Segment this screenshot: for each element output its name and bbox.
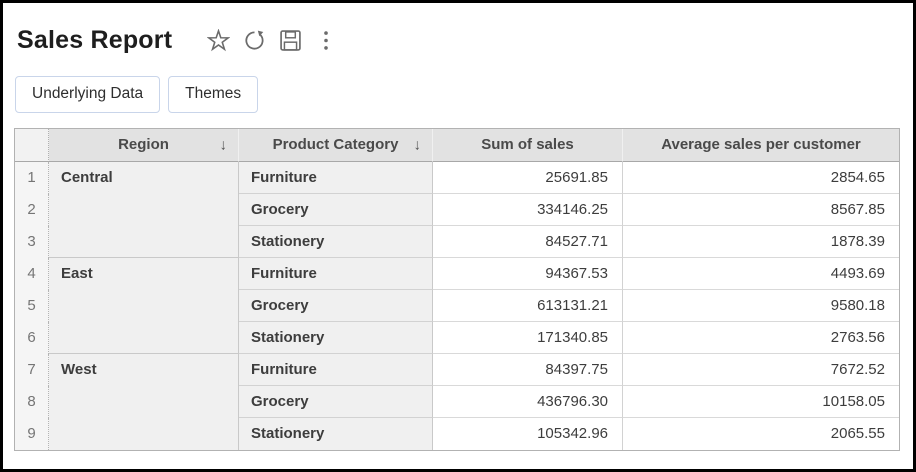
- row-number: 2: [15, 193, 49, 226]
- favorite-star-icon[interactable]: [206, 28, 230, 52]
- category-cell: Grocery: [239, 289, 433, 322]
- average-sales-cell: 10158.05: [623, 385, 899, 418]
- average-sales-cell: 2065.55: [623, 417, 899, 450]
- table-row: 5 Grocery 613131.21 9580.18: [15, 289, 899, 322]
- title-icon-group: [206, 28, 338, 52]
- sales-report-table: Region ↓ Product Category ↓ Sum of sales…: [14, 127, 900, 451]
- column-header-label: Sum of sales: [481, 136, 574, 154]
- average-sales-cell: 8567.85: [623, 193, 899, 226]
- sum-of-sales-cell: 613131.21: [433, 289, 623, 322]
- table-row: 7 West Furniture 84397.75 7672.52: [15, 353, 899, 450]
- average-sales-cell: 9580.18: [623, 289, 899, 322]
- category-cell: Grocery: [239, 385, 433, 418]
- average-sales-cell: 4493.69: [623, 257, 899, 290]
- sort-desc-icon: ↓: [413, 136, 422, 154]
- category-cell: Stationery: [239, 417, 433, 450]
- underlying-data-button[interactable]: Underlying Data: [15, 76, 161, 113]
- sum-of-sales-cell: 171340.85: [433, 321, 623, 354]
- table-row: 9 Stationery 105342.96 2065.55: [15, 417, 899, 450]
- sum-of-sales-cell: 94367.53: [433, 257, 623, 290]
- row-number: 8: [15, 385, 49, 418]
- themes-button[interactable]: Themes: [168, 76, 259, 113]
- row-number: 1: [15, 161, 49, 194]
- row-number: 4: [15, 257, 49, 290]
- toolbar: Underlying Data Themes: [14, 76, 902, 113]
- title-bar: Sales Report: [14, 18, 902, 62]
- table-row: 4 East Furniture 94367.53 4493.69: [15, 257, 899, 354]
- table-row: 6 Stationery 171340.85 2763.56: [15, 321, 899, 354]
- sum-of-sales-cell: 105342.96: [433, 417, 623, 450]
- row-number: 3: [15, 225, 49, 258]
- kebab-menu-icon[interactable]: [314, 28, 338, 52]
- column-header-product-category[interactable]: Product Category ↓: [239, 128, 433, 162]
- sum-of-sales-cell: 334146.25: [433, 193, 623, 226]
- page-title: Sales Report: [17, 25, 173, 54]
- report-table-container: Region ↓ Product Category ↓ Sum of sales…: [14, 127, 902, 451]
- average-sales-cell: 7672.52: [623, 353, 899, 386]
- column-header-label: Region: [118, 136, 169, 154]
- average-sales-cell: 2854.65: [623, 161, 899, 194]
- region-cell: East: [49, 257, 239, 354]
- row-number: 7: [15, 353, 49, 386]
- refresh-icon[interactable]: [242, 28, 266, 52]
- row-number: 9: [15, 417, 49, 450]
- category-cell: Furniture: [239, 353, 433, 386]
- column-header-sum-of-sales[interactable]: Sum of sales: [433, 128, 623, 162]
- table-row: 2 Grocery 334146.25 8567.85: [15, 193, 899, 226]
- category-cell: Furniture: [239, 161, 433, 194]
- row-number: 5: [15, 289, 49, 322]
- category-cell: Grocery: [239, 193, 433, 226]
- region-cell: West: [49, 353, 239, 450]
- row-number-header: [15, 128, 49, 162]
- row-number: 6: [15, 321, 49, 354]
- category-cell: Stationery: [239, 225, 433, 258]
- average-sales-cell: 1878.39: [623, 225, 899, 258]
- save-icon[interactable]: [278, 28, 302, 52]
- column-header-label: Average sales per customer: [661, 136, 861, 154]
- average-sales-cell: 2763.56: [623, 321, 899, 354]
- sum-of-sales-cell: 84397.75: [433, 353, 623, 386]
- region-cell: Central: [49, 161, 239, 258]
- column-header-average-sales[interactable]: Average sales per customer: [623, 128, 899, 162]
- sum-of-sales-cell: 436796.30: [433, 385, 623, 418]
- table-row: 3 Stationery 84527.71 1878.39: [15, 225, 899, 258]
- region-label: West: [61, 360, 97, 378]
- sum-of-sales-cell: 25691.85: [433, 161, 623, 194]
- column-header-label: Product Category: [272, 136, 399, 154]
- region-label: Central: [61, 168, 113, 186]
- sort-desc-icon: ↓: [219, 136, 228, 154]
- column-header-region[interactable]: Region ↓: [49, 128, 239, 162]
- sum-of-sales-cell: 84527.71: [433, 225, 623, 258]
- table-row: 1 Central Furniture 25691.85 2854.65: [15, 161, 899, 258]
- category-cell: Stationery: [239, 321, 433, 354]
- region-label: East: [61, 264, 93, 282]
- category-cell: Furniture: [239, 257, 433, 290]
- table-header-row: Region ↓ Product Category ↓ Sum of sales…: [15, 128, 899, 162]
- table-row: 8 Grocery 436796.30 10158.05: [15, 385, 899, 418]
